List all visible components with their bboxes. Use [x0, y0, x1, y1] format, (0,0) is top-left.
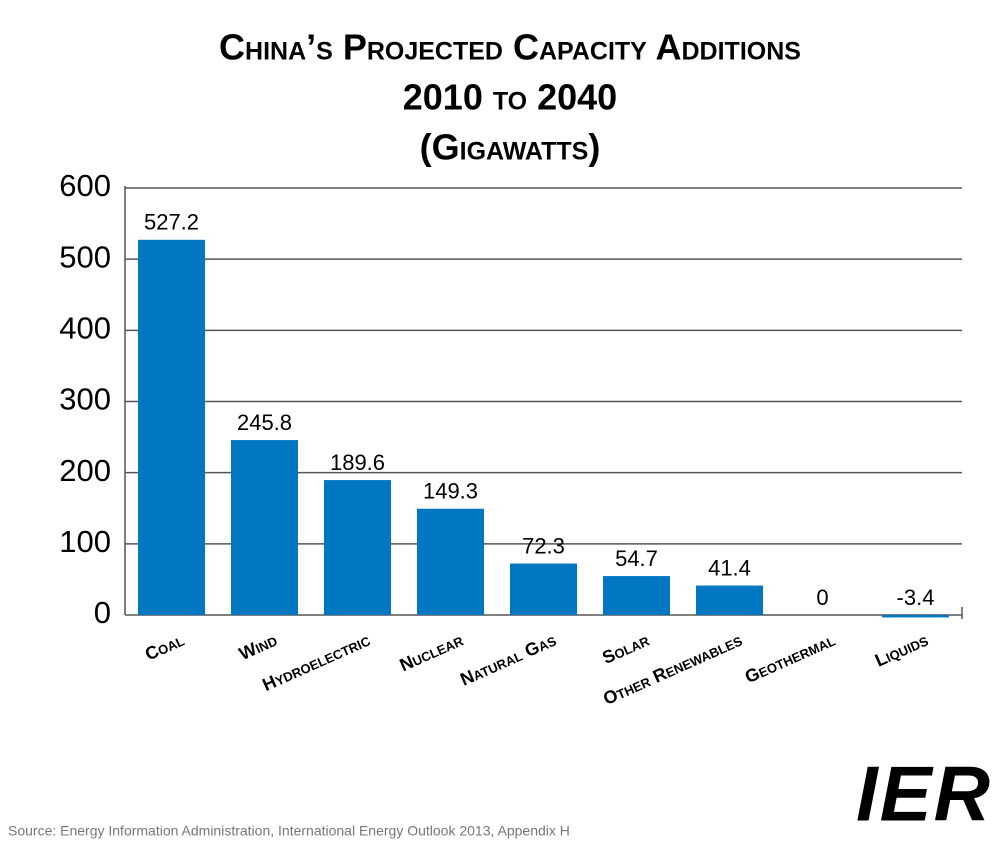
value-label: 149.3 — [423, 479, 478, 504]
x-tick-label: Nuclear — [397, 629, 467, 675]
bar — [696, 585, 763, 615]
value-label: 189.6 — [330, 450, 385, 475]
x-tick-label: Liquids — [872, 630, 931, 671]
value-label: 0 — [816, 585, 828, 610]
x-tick-label: Hydroelectric — [259, 629, 373, 695]
y-tick-label: 300 — [59, 382, 111, 417]
bar — [510, 563, 577, 615]
y-tick-label: 100 — [59, 524, 111, 559]
value-label: -3.4 — [897, 585, 935, 610]
value-label: 41.4 — [708, 555, 751, 580]
logo: IER — [856, 750, 992, 838]
chart-subtitle: 2010 to 2040 — [403, 77, 617, 118]
bar — [882, 615, 949, 618]
x-tick-label: Wind — [236, 630, 280, 664]
x-tick-label: Solar — [599, 629, 652, 667]
chart-title: China’s Projected Capacity Additions — [219, 27, 801, 68]
y-tick-label: 400 — [59, 311, 111, 346]
value-label: 527.2 — [144, 210, 199, 235]
value-label: 54.7 — [615, 546, 658, 571]
bar — [231, 440, 298, 615]
x-tick-label: Coal — [142, 630, 187, 665]
bar — [417, 508, 484, 615]
x-tick-label: Natural Gas — [457, 630, 559, 690]
bar — [603, 576, 670, 615]
source-note: Source: Energy Information Administratio… — [8, 823, 570, 839]
y-tick-label: 600 — [59, 168, 111, 203]
x-tick-label: Geothermal — [742, 630, 838, 687]
value-label: 72.3 — [522, 533, 565, 558]
bar — [138, 239, 205, 615]
y-tick-label: 0 — [94, 595, 111, 630]
bar — [324, 480, 391, 615]
y-tick-label: 200 — [59, 453, 111, 488]
y-axis-label: (Gigawatts) — [420, 127, 601, 168]
value-label: 245.8 — [237, 410, 292, 435]
y-tick-label: 500 — [59, 239, 111, 274]
